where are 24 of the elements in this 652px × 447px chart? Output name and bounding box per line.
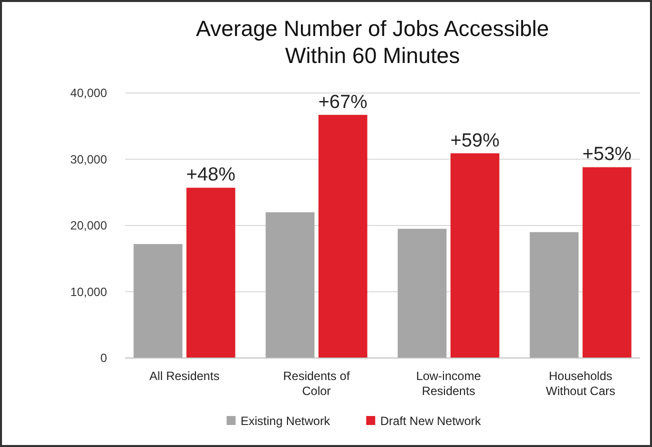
legend-label: Existing Network: [240, 414, 331, 428]
x-tick-label: Residents of Color: [283, 369, 350, 398]
bar: [450, 153, 500, 358]
y-tick-label: 10,000: [70, 284, 108, 299]
legend-label: Draft New Network: [380, 414, 482, 428]
chart-title: Average Number of Jobs Accessible Within 60 Minutes: [196, 16, 549, 68]
bar: [318, 114, 368, 358]
bar: [266, 212, 314, 358]
bar: [582, 167, 632, 358]
y-tick-label: 0: [100, 351, 108, 365]
annotation: +67%: [318, 92, 368, 113]
y-tick-label: 30,000: [70, 152, 108, 166]
annotation: +48%: [186, 164, 236, 186]
annotation: +53%: [582, 144, 632, 166]
x-tick-label: All Residents: [149, 369, 220, 383]
x-tick-label: Low-income Residents: [416, 369, 482, 398]
bar: [134, 244, 182, 358]
bar: [186, 188, 236, 358]
x-tick-label: Households Without Cars: [546, 369, 616, 398]
bar: [530, 232, 579, 358]
annotation: +59%: [450, 130, 500, 152]
bar: [398, 228, 447, 358]
y-tick-label: 40,000: [70, 86, 108, 100]
y-tick-label: 20,000: [70, 218, 108, 232]
